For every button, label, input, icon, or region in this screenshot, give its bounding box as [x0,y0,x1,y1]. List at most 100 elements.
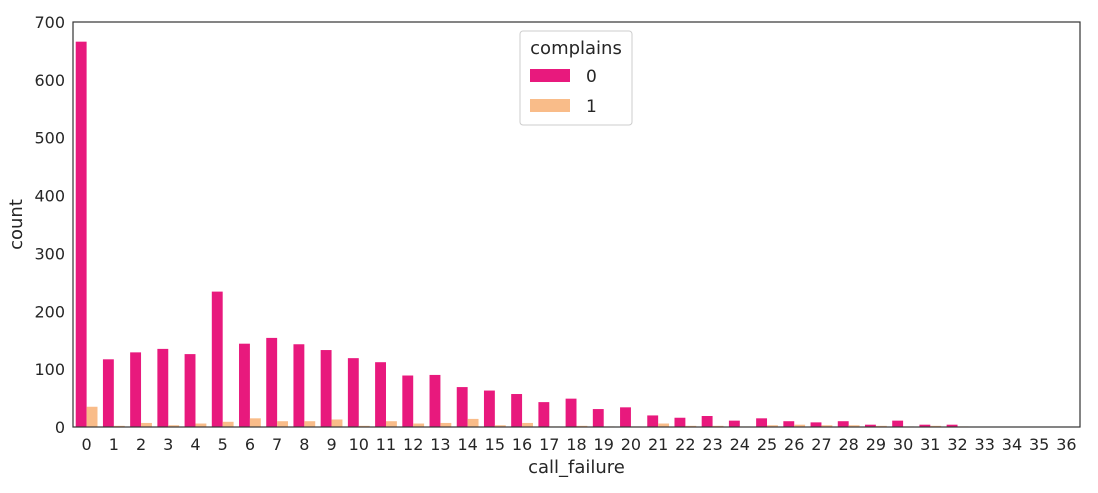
x-tick-label: 14 [457,435,477,454]
x-tick-label: 17 [539,435,559,454]
x-tick-label: 1 [109,435,119,454]
x-tick-label: 29 [866,435,886,454]
x-tick-label: 23 [702,435,722,454]
bar-complains-0-cf-21 [647,415,659,427]
bar-complains-0-cf-25 [756,418,768,427]
y-tick-label: 300 [34,244,65,263]
x-tick-label: 7 [272,435,282,454]
x-tick-label: 6 [245,435,255,454]
x-tick-label: 13 [430,435,450,454]
legend: complains 0 1 [519,30,633,126]
x-tick-label: 31 [920,435,940,454]
legend-label-0: 0 [586,67,597,87]
x-tick-label: 20 [621,435,641,454]
y-tick-label: 600 [34,71,65,90]
legend-label-1: 1 [586,97,597,117]
bar-complains-0-cf-31 [919,424,931,427]
y-axis-ticks: 0 100 200 300 400 500 600 700 [34,13,65,437]
bar-complains-0-cf-16 [511,394,523,427]
x-tick-label: 10 [349,435,369,454]
x-axis-ticks: 0 1 2 3 4 5 6 7 8 9 10 11 12 13 14 15 16 17 18 19 20 21 22 23 24… [82,435,1077,454]
x-tick-label: 35 [1029,435,1049,454]
bar-complains-0-cf-29 [864,424,876,427]
bar-complains-1-cf-26 [794,424,806,427]
x-tick-label: 11 [376,435,396,454]
x-tick-label: 5 [218,435,228,454]
x-tick-label: 18 [566,435,586,454]
y-tick-label: 700 [34,13,65,32]
bar-complains-1-cf-9 [331,419,343,427]
bar-complains-0-cf-2 [130,352,142,427]
bar-complains-0-cf-17 [538,402,550,427]
bar-complains-0-cf-13 [429,374,441,427]
legend-title: complains [530,38,622,59]
x-tick-label: 26 [784,435,804,454]
x-tick-label: 15 [485,435,505,454]
bar-complains-0-cf-11 [375,362,386,427]
bar-complains-0-cf-30 [892,420,904,427]
bar-complains-1-cf-13 [440,422,452,427]
bar-complains-0-cf-12 [402,375,414,427]
bar-complains-0-cf-3 [157,348,169,427]
x-tick-label: 24 [730,435,750,454]
bar-complains-1-cf-8 [304,421,316,427]
x-tick-label: 12 [403,435,423,454]
x-tick-label: 3 [163,435,173,454]
bar-complains-0-cf-1 [102,359,114,427]
bar-complains-1-cf-28 [848,425,860,427]
bar-complains-0-cf-9 [320,350,332,427]
bar-complains-0-cf-5 [211,291,223,427]
y-tick-label: 100 [34,360,65,379]
bar-complains-0-cf-28 [837,421,849,427]
bar-complains-1-cf-4 [195,423,207,427]
y-axis-label: count [6,199,27,250]
x-tick-label: 8 [299,435,309,454]
y-tick-label: 400 [34,187,65,206]
plot-frame [72,21,1081,428]
legend-swatch-1 [530,99,570,112]
y-tick-label: 200 [34,302,65,321]
bar-complains-1-cf-16 [522,422,533,427]
legend-swatch-0 [530,69,570,82]
bar-complains-0-cf-14 [456,387,468,427]
bar-complains-1-cf-14 [467,418,479,427]
bar-complains-0-cf-22 [674,417,686,427]
bar-complains-1-cf-11 [385,421,397,427]
x-tick-label: 25 [757,435,777,454]
bar-complains-0-cf-23 [701,416,713,427]
bar-complains-1-cf-12 [413,423,425,427]
bar-complains-0-cf-7 [266,337,278,427]
x-tick-label: 21 [648,435,668,454]
x-tick-label: 27 [811,435,831,454]
bar-complains-0-cf-19 [592,409,604,427]
bar-complains-0-cf-15 [483,390,495,427]
bar-complains-0-cf-32 [946,424,958,427]
bar-complains-1-cf-25 [767,425,778,427]
x-tick-label: 33 [975,435,995,454]
y-tick-label: 500 [34,129,65,148]
bar-complains-0-cf-24 [728,420,740,427]
x-tick-label: 9 [326,435,336,454]
bar-complains-1-cf-15 [494,425,506,427]
bar-complains-1-cf-0 [86,406,98,427]
bar-complains-0-cf-8 [293,344,305,427]
x-tick-label: 16 [512,435,532,454]
x-tick-label: 0 [82,435,92,454]
bar-complains-1-cf-3 [168,425,180,427]
bar-complains-0-cf-10 [347,358,359,427]
bar-complains-0-cf-18 [565,398,577,427]
x-tick-label: 19 [594,435,614,454]
x-tick-label: 28 [838,435,858,454]
bar-complains-0-cf-27 [810,422,822,427]
bar-complains-1-cf-27 [821,425,833,427]
bar-complains-0-cf-20 [620,407,631,427]
y-tick-label: 0 [55,418,65,437]
x-tick-label: 2 [136,435,146,454]
bar-complains-1-cf-2 [141,422,152,427]
bar-complains-1-cf-6 [249,418,261,427]
x-axis-label: call_failure [528,457,625,478]
bar-complains-0-cf-6 [239,343,250,427]
bar-complains-0-cf-0 [75,41,87,428]
bar-complains-1-cf-21 [658,423,670,427]
